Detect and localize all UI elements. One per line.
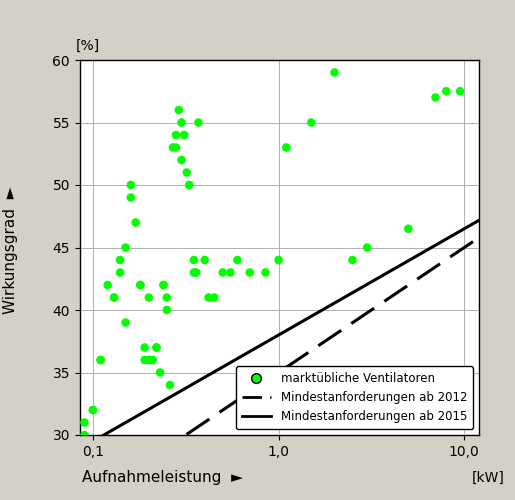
Line: Mindestanforderungen ab 2012: Mindestanforderungen ab 2012	[80, 238, 479, 500]
Point	[233, 256, 242, 264]
Point	[96, 356, 105, 364]
Mindestanforderungen ab 2015	[101, 432, 107, 438]
Point	[163, 294, 171, 302]
Mindestanforderungen ab 2015	[476, 218, 482, 224]
Point	[166, 381, 174, 389]
Point	[194, 118, 202, 126]
Mindestanforderungen ab 2015	[151, 404, 157, 409]
Mindestanforderungen ab 2012	[183, 432, 189, 438]
Point	[136, 281, 144, 289]
Point	[307, 118, 315, 126]
Point	[127, 181, 135, 189]
Mindestanforderungen ab 2015	[77, 446, 83, 452]
Point	[246, 268, 254, 276]
Point	[80, 431, 89, 439]
Point	[145, 294, 153, 302]
Point	[274, 256, 283, 264]
Text: [%]: [%]	[76, 38, 100, 52]
Point	[190, 268, 198, 276]
Point	[183, 168, 191, 176]
Point	[132, 218, 140, 226]
Point	[156, 368, 164, 376]
Point	[180, 131, 188, 139]
Point	[175, 106, 183, 114]
Mindestanforderungen ab 2015	[456, 229, 462, 235]
Point	[330, 68, 338, 76]
Point	[116, 268, 124, 276]
Point	[190, 256, 198, 264]
Mindestanforderungen ab 2012	[93, 492, 99, 498]
Point	[169, 144, 177, 152]
Point	[282, 144, 290, 152]
Point	[262, 268, 270, 276]
Point	[136, 281, 144, 289]
Point	[200, 256, 209, 264]
Point	[96, 356, 105, 364]
Point	[122, 244, 130, 252]
Line: Mindestanforderungen ab 2015: Mindestanforderungen ab 2015	[80, 220, 479, 448]
Point	[116, 256, 124, 264]
Point	[80, 418, 89, 426]
Mindestanforderungen ab 2012	[442, 258, 448, 264]
Text: Wirkungsgrad  ►: Wirkungsgrad ►	[3, 186, 18, 314]
Point	[185, 181, 193, 189]
Point	[432, 94, 440, 102]
Mindestanforderungen ab 2012	[151, 454, 157, 460]
Mindestanforderungen ab 2015	[183, 385, 189, 391]
Point	[110, 294, 118, 302]
Mindestanforderungen ab 2015	[442, 237, 448, 243]
Point	[104, 281, 112, 289]
Point	[141, 356, 149, 364]
Text: [kW]: [kW]	[472, 471, 505, 485]
Point	[456, 87, 464, 95]
Legend: marktübliche Ventilatoren, Mindestanforderungen ab 2012, Mindestanforderungen ab: marktübliche Ventilatoren, Mindestanford…	[236, 366, 473, 429]
Mindestanforderungen ab 2015	[93, 436, 99, 442]
Point	[172, 131, 180, 139]
Point	[110, 294, 118, 302]
Mindestanforderungen ab 2012	[476, 234, 482, 240]
Point	[89, 406, 97, 414]
Mindestanforderungen ab 2012	[456, 248, 462, 254]
Point	[363, 244, 371, 252]
Point	[172, 144, 180, 152]
Point	[177, 118, 185, 126]
Point	[204, 294, 213, 302]
Point	[177, 156, 185, 164]
Point	[122, 318, 130, 326]
Point	[89, 406, 97, 414]
Point	[127, 194, 135, 202]
Point	[152, 344, 161, 351]
Point	[192, 268, 200, 276]
Point	[160, 281, 168, 289]
Point	[160, 281, 168, 289]
Point	[210, 294, 218, 302]
Point	[218, 268, 227, 276]
Point	[226, 268, 234, 276]
Point	[163, 306, 171, 314]
Text: Aufnahmeleistung  ►: Aufnahmeleistung ►	[82, 470, 243, 485]
Point	[149, 356, 157, 364]
Point	[141, 344, 149, 351]
Point	[404, 225, 413, 233]
Point	[152, 344, 161, 351]
Point	[348, 256, 356, 264]
Point	[442, 87, 451, 95]
Mindestanforderungen ab 2012	[101, 487, 107, 493]
Point	[145, 356, 153, 364]
